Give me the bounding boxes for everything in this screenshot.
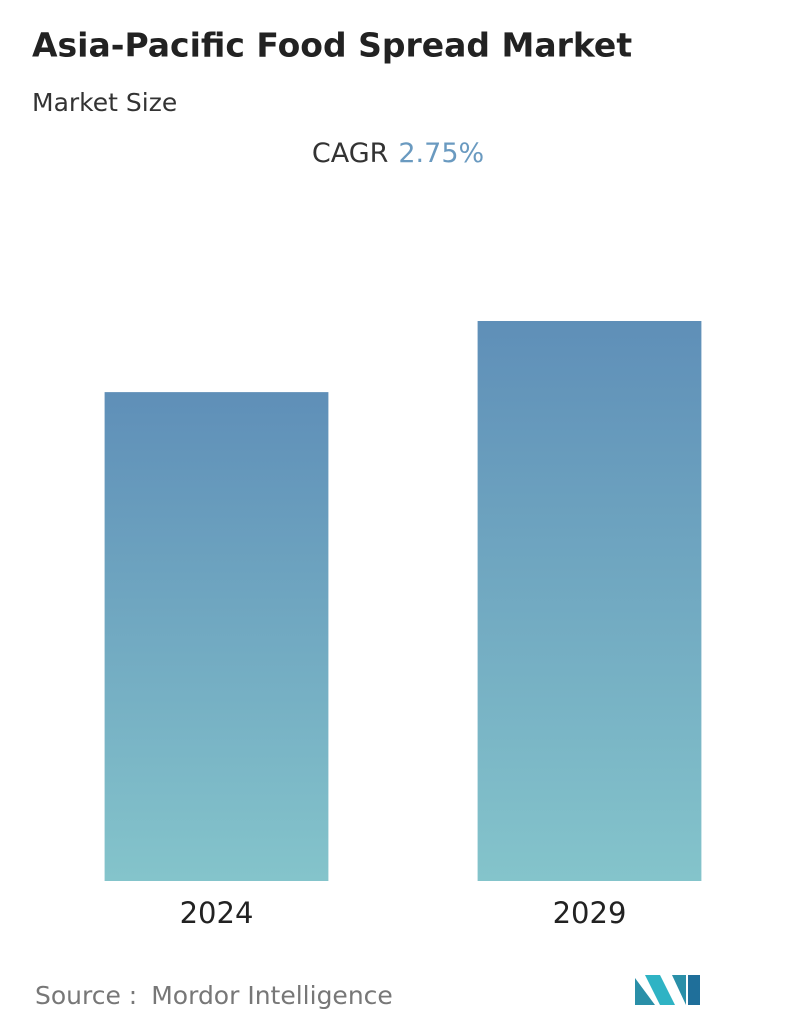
chart-title: Asia-Pacific Food Spread Market [32,26,632,65]
source-label: Source : [35,981,137,1010]
logo-shape [635,978,655,1005]
bar [477,321,702,881]
bar [104,392,329,881]
chart-subtitle: Market Size [32,88,177,117]
cagr-label: CAGR [312,138,389,169]
logo [635,975,700,1005]
logo-shape [645,975,675,1005]
logo-shape [672,975,686,1005]
cagr: CAGR 2.75% [312,138,484,169]
source-name: Mordor Intelligence [151,981,393,1010]
cagr-value: 2.75% [398,138,484,169]
x-tick-label: 2024 [180,896,254,930]
logo-shape [688,975,700,1005]
source: Source : Mordor Intelligence [35,981,393,1010]
x-tick-label: 2029 [553,896,627,930]
